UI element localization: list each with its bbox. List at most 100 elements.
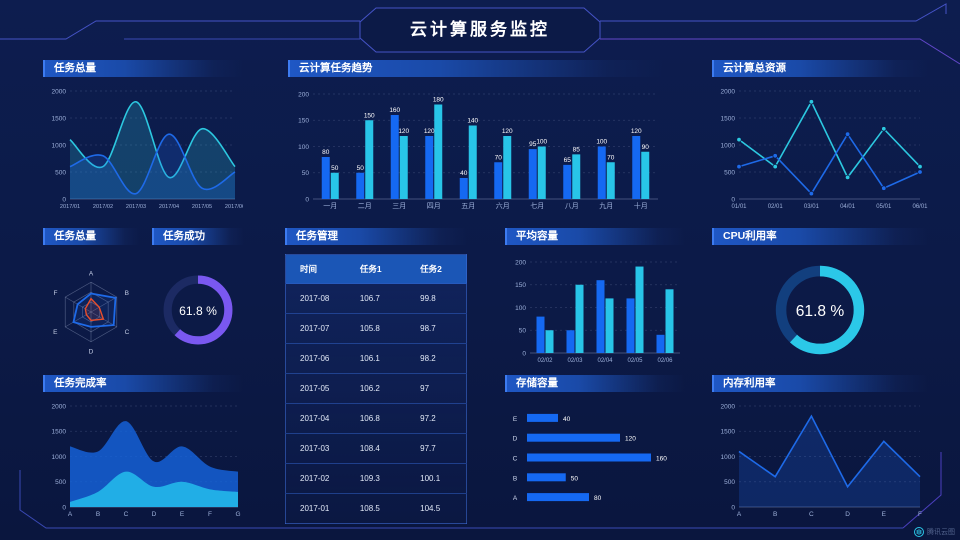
svg-text:1000: 1000 <box>52 142 67 149</box>
svg-text:A: A <box>737 511 742 518</box>
panel-title-capacity: 平均容量 <box>505 228 685 245</box>
table-cell: 2017-03 <box>285 433 346 464</box>
svg-text:2000: 2000 <box>52 403 67 410</box>
svg-text:500: 500 <box>724 169 735 176</box>
panel-title-storage: 存储容量 <box>505 375 685 392</box>
svg-text:六月: 六月 <box>496 201 510 210</box>
svg-text:2017/05: 2017/05 <box>192 204 212 210</box>
svg-text:150: 150 <box>515 282 526 289</box>
svg-text:1000: 1000 <box>721 454 736 461</box>
table-cell: 98.2 <box>406 343 467 374</box>
panel-success: 任务成功 61.8 % <box>152 228 244 367</box>
table-row: 2017-06 106.1 98.2 <box>285 343 467 374</box>
svg-text:06/01: 06/01 <box>912 204 928 210</box>
svg-text:1500: 1500 <box>52 115 67 122</box>
table-cell: 104.5 <box>406 493 467 524</box>
svg-text:100: 100 <box>515 305 526 312</box>
table-row: 2017-08 106.7 99.8 <box>285 283 467 314</box>
storage-hbar-chart: E 40 D 120 C 160 B 50 A 80 <box>513 413 667 502</box>
panel-title-table: 任务管理 <box>285 228 467 245</box>
svg-text:140: 140 <box>467 118 478 125</box>
table-cell: 2017-01 <box>285 493 346 524</box>
svg-text:100: 100 <box>298 144 309 151</box>
svg-text:B: B <box>96 511 100 518</box>
svg-text:90: 90 <box>642 144 650 151</box>
table-cell: 97.7 <box>406 433 467 464</box>
svg-text:二月: 二月 <box>358 202 372 210</box>
svg-text:120: 120 <box>625 436 636 443</box>
panel-tasks-total: 任务总量 0 500 1000 1500 2000 2017/01 2017/02 2017/… <box>43 60 243 213</box>
svg-text:G: G <box>235 511 240 518</box>
svg-text:C: C <box>809 511 814 518</box>
table-cell: 98.7 <box>406 313 467 344</box>
svg-text:C: C <box>513 456 518 463</box>
donut-value: 61.8 % <box>796 303 845 320</box>
table-cell: 97 <box>406 373 467 404</box>
table-row: 2017-03 108.4 97.7 <box>285 433 467 464</box>
svg-text:C: C <box>125 329 130 336</box>
table-cell: 106.7 <box>345 283 407 314</box>
table-row: 2017-02 109.3 100.1 <box>285 463 467 494</box>
panel-resources: 云计算总资源 0 500 1000 1500 2000 01/01 02/01 03/01 04… <box>712 60 928 213</box>
svg-text:0: 0 <box>62 504 66 511</box>
svg-text:2017/04: 2017/04 <box>159 204 179 210</box>
svg-text:E: E <box>53 329 58 336</box>
svg-text:03/01: 03/01 <box>804 204 820 210</box>
panel-title-resources: 云计算总资源 <box>712 60 928 77</box>
completion-area-chart: 0 500 1000 1500 2000 A B C D E F G <box>52 403 241 518</box>
svg-text:0: 0 <box>305 196 309 203</box>
svg-text:F: F <box>53 290 57 297</box>
svg-text:150: 150 <box>364 112 375 119</box>
panel-title-completion: 任务完成率 <box>43 375 243 392</box>
svg-text:B: B <box>773 511 777 518</box>
table-cell: 100.1 <box>406 463 467 494</box>
svg-text:04/01: 04/01 <box>840 204 856 210</box>
svg-text:2017/02: 2017/02 <box>93 204 113 210</box>
panel-title-radar: 任务总量 <box>43 228 139 245</box>
watermark-text: 腾讯云图 <box>927 529 955 536</box>
resources-line-chart: 0 500 1000 1500 2000 01/01 02/01 03/01 04/01 05/0… <box>721 88 928 210</box>
svg-text:A: A <box>89 271 94 278</box>
svg-text:三月: 三月 <box>392 202 406 210</box>
svg-text:02/06: 02/06 <box>657 358 673 364</box>
panel-storage: 存储容量 E 40 D 120 C 160 B 50 A 80 <box>505 375 685 521</box>
svg-text:40: 40 <box>563 416 571 423</box>
panel-title-success: 任务成功 <box>152 228 244 245</box>
svg-text:九月: 九月 <box>599 201 613 210</box>
svg-text:70: 70 <box>607 154 615 161</box>
svg-text:2017/06: 2017/06 <box>225 204 243 210</box>
svg-text:120: 120 <box>424 128 435 135</box>
svg-text:E: E <box>180 511 185 518</box>
memory-line-chart: 0 500 1000 1500 2000 A B C D E F <box>721 403 922 518</box>
svg-text:1500: 1500 <box>52 429 67 436</box>
svg-text:150: 150 <box>298 118 309 125</box>
svg-text:05/01: 05/01 <box>876 204 892 210</box>
svg-text:0: 0 <box>731 504 735 511</box>
svg-text:500: 500 <box>55 479 66 486</box>
svg-text:85: 85 <box>573 146 581 153</box>
panel-memory: 内存利用率 0 500 1000 1500 2000 A B C D E F <box>712 375 928 521</box>
watermark: 腾讯云图 <box>914 527 955 537</box>
table-header: 任务2 <box>406 254 467 284</box>
table-header: 任务1 <box>345 254 407 284</box>
svg-text:1500: 1500 <box>721 115 736 122</box>
table-cell: 106.2 <box>345 373 407 404</box>
svg-text:D: D <box>845 511 850 518</box>
radar-chart: A B C D E F <box>53 271 130 356</box>
svg-text:80: 80 <box>594 495 602 502</box>
svg-text:C: C <box>124 511 129 518</box>
svg-text:70: 70 <box>495 154 503 161</box>
svg-text:50: 50 <box>519 328 527 335</box>
tasks-total-line-chart: 0 500 1000 1500 2000 2017/01 2017/02 2017/03 201… <box>52 88 243 210</box>
panel-trend: 云计算任务趋势 0 50 100 150 200 一月 二月 三月 四月 五月 六月 七月 八月 九月 十月… <box>288 60 663 213</box>
table-cell: 99.8 <box>406 283 467 314</box>
svg-text:0: 0 <box>62 196 66 203</box>
svg-text:120: 120 <box>398 128 409 135</box>
svg-text:02/02: 02/02 <box>537 358 553 364</box>
table-row: 2017-07 105.8 98.7 <box>285 313 467 344</box>
svg-text:1000: 1000 <box>721 142 736 149</box>
svg-text:200: 200 <box>298 91 309 98</box>
svg-text:50: 50 <box>302 170 310 177</box>
svg-text:0: 0 <box>731 196 735 203</box>
